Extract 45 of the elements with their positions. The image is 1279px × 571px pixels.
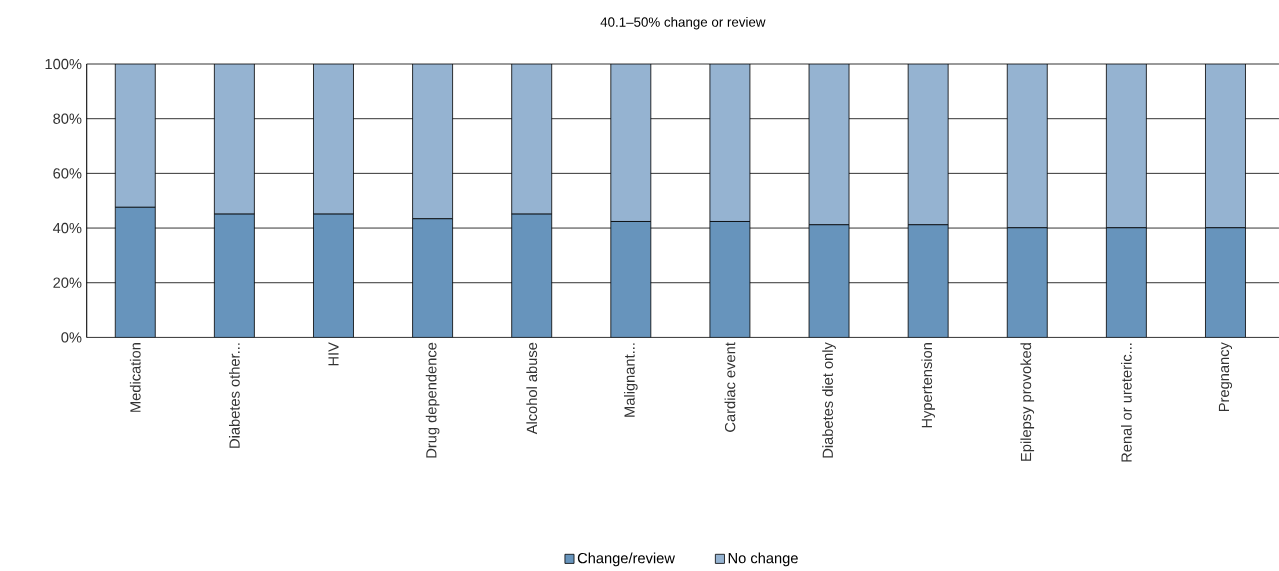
bar [1105, 64, 1147, 229]
y-tick-label: 60% [53, 168, 82, 179]
x-tick-label: Diabetes other... [229, 343, 240, 448]
x-tick-label: Medication [129, 343, 141, 412]
y-tick-label: 80% [53, 113, 82, 124]
legend-label: Change/review [577, 552, 675, 567]
bar [511, 213, 553, 338]
bar [114, 64, 156, 208]
bar [412, 64, 453, 220]
bar [1105, 227, 1147, 338]
bar [313, 64, 354, 215]
bar [808, 64, 850, 226]
bar [709, 64, 751, 222]
bar [412, 218, 453, 338]
x-tick-label: Drug dependence [425, 342, 440, 458]
y-tick-label: 0% [61, 332, 82, 343]
x-tick-label: Alcohol abuse [526, 342, 538, 435]
bar [610, 221, 652, 338]
bar [907, 64, 949, 226]
bar [1205, 64, 1246, 229]
x-tick-label: Malignant... [623, 343, 638, 417]
x-tick-label: Pregnancy [1218, 342, 1233, 412]
bar [213, 64, 255, 215]
x-tick-label: Renal or ureteric... [1120, 343, 1132, 462]
x-tick-label: Hypertension [921, 343, 935, 428]
x-tick-label: Cardiac event [724, 342, 736, 432]
bar [1006, 64, 1048, 229]
x-tick-label: Epilepsy provoked [1020, 343, 1035, 461]
bar [114, 206, 156, 338]
y-tick-label: 20% [53, 277, 82, 289]
bar [213, 213, 255, 338]
x-tick-label: HIV [328, 342, 339, 366]
bar [709, 221, 751, 338]
bar [1006, 227, 1048, 338]
bar [808, 224, 850, 338]
chart-title: 40.1–50% change or review [600, 17, 766, 30]
legend-label: No change [728, 552, 798, 567]
x-tick-label: Diabetes diet only [822, 342, 836, 458]
bar [1205, 227, 1246, 338]
bar [511, 64, 553, 215]
bar [313, 213, 354, 338]
bar [610, 64, 652, 222]
y-tick-label: 100% [45, 58, 82, 70]
y-tick-label: 40% [52, 222, 82, 234]
bar [907, 224, 949, 338]
